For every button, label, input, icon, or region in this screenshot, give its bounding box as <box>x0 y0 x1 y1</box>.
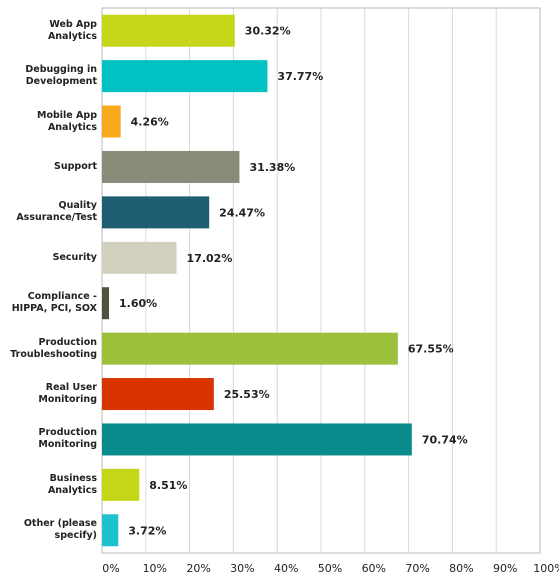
category-label: Support <box>54 160 97 172</box>
value-label: 70.74% <box>422 433 468 446</box>
bar <box>102 105 121 138</box>
bar <box>102 14 235 47</box>
bar <box>102 60 268 93</box>
bar <box>102 241 177 274</box>
value-label: 24.47% <box>219 206 265 219</box>
category-label: Web App Analytics <box>47 18 97 42</box>
x-tick-label: 80% <box>449 562 473 575</box>
category-label: Mobile App Analytics <box>37 109 97 133</box>
x-tick-label: 30% <box>230 562 254 575</box>
bar <box>102 378 214 411</box>
category-label: Debugging in Development <box>25 64 97 88</box>
x-tick-label: 50% <box>318 562 342 575</box>
plot-border <box>101 7 541 554</box>
x-tick-label: 20% <box>186 562 210 575</box>
value-label: 37.77% <box>277 70 323 83</box>
x-tick-label: 70% <box>405 562 429 575</box>
value-label: 8.51% <box>149 479 187 492</box>
x-tick-label: 90% <box>493 562 517 575</box>
value-label: 25.53% <box>224 388 270 401</box>
value-label: 1.60% <box>119 297 157 310</box>
bar <box>102 332 398 365</box>
value-label: 31.38% <box>249 161 295 174</box>
category-label: Business Analytics <box>47 472 97 496</box>
x-tick-label: 60% <box>362 562 386 575</box>
x-tick-label: 10% <box>143 562 167 575</box>
category-label: Real User Monitoring <box>38 382 97 406</box>
value-label: 4.26% <box>131 116 169 129</box>
category-label: Other (please specify) <box>23 518 97 542</box>
category-label: Production Troubleshooting <box>10 336 97 360</box>
bar <box>102 468 140 501</box>
category-label: Security <box>52 251 97 263</box>
x-tick-label: 40% <box>274 562 298 575</box>
bar <box>102 196 210 229</box>
category-label: Compliance - HIPPA, PCI, SOX <box>11 291 97 315</box>
x-tick-label: 100% <box>533 562 559 575</box>
value-label: 67.55% <box>408 343 454 356</box>
bar <box>102 150 240 183</box>
value-label: 17.02% <box>187 252 233 265</box>
category-label: Production Monitoring <box>38 427 97 451</box>
value-label: 3.72% <box>128 524 166 537</box>
category-label: Quality Assurance/Test <box>16 200 97 224</box>
value-label: 30.32% <box>245 25 291 38</box>
x-tick-label: 0% <box>102 562 119 575</box>
bar <box>102 287 110 320</box>
bar <box>102 423 412 456</box>
bar <box>102 514 119 547</box>
